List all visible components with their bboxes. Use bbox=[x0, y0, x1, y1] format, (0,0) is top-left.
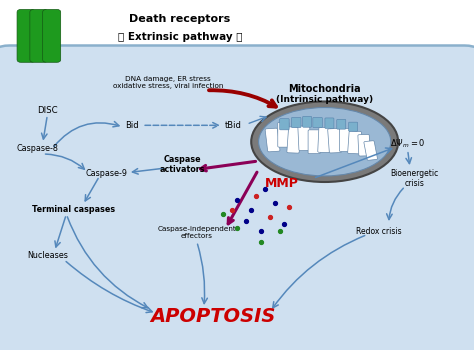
Ellipse shape bbox=[259, 107, 391, 176]
FancyBboxPatch shape bbox=[339, 128, 351, 152]
Text: Caspase-9: Caspase-9 bbox=[86, 169, 128, 178]
Text: DNA damage, ER stress
oxidative stress, viral infection: DNA damage, ER stress oxidative stress, … bbox=[113, 76, 223, 89]
Text: Caspase
activators: Caspase activators bbox=[160, 155, 205, 174]
Text: Caspase-independent
effectors: Caspase-independent effectors bbox=[157, 226, 236, 239]
FancyBboxPatch shape bbox=[292, 117, 301, 127]
Text: Nucleases: Nucleases bbox=[27, 251, 68, 260]
Text: (Intrinsic pathway): (Intrinsic pathway) bbox=[276, 95, 373, 104]
FancyBboxPatch shape bbox=[298, 126, 311, 150]
FancyBboxPatch shape bbox=[364, 141, 377, 160]
FancyBboxPatch shape bbox=[287, 127, 301, 153]
FancyBboxPatch shape bbox=[358, 134, 370, 156]
FancyBboxPatch shape bbox=[17, 9, 35, 62]
Text: DISC: DISC bbox=[37, 106, 58, 115]
Text: Death receptors: Death receptors bbox=[129, 14, 231, 24]
Text: Bid: Bid bbox=[126, 121, 139, 131]
FancyBboxPatch shape bbox=[313, 117, 322, 127]
FancyBboxPatch shape bbox=[308, 130, 320, 154]
FancyBboxPatch shape bbox=[43, 9, 61, 62]
Text: tBid: tBid bbox=[225, 121, 242, 131]
FancyBboxPatch shape bbox=[347, 131, 362, 154]
FancyBboxPatch shape bbox=[280, 119, 289, 130]
Text: $\Delta\Psi_m = 0$: $\Delta\Psi_m = 0$ bbox=[390, 137, 425, 150]
FancyBboxPatch shape bbox=[328, 128, 342, 153]
Text: Caspase-8: Caspase-8 bbox=[17, 144, 59, 153]
FancyBboxPatch shape bbox=[348, 122, 358, 131]
FancyBboxPatch shape bbox=[30, 9, 48, 62]
Text: Mitochondria: Mitochondria bbox=[288, 84, 361, 94]
FancyBboxPatch shape bbox=[303, 116, 312, 127]
FancyBboxPatch shape bbox=[265, 128, 280, 152]
Text: MMP: MMP bbox=[265, 177, 299, 190]
FancyBboxPatch shape bbox=[278, 122, 289, 147]
Text: Bioenergetic
crisis: Bioenergetic crisis bbox=[391, 169, 439, 188]
Text: （ Extrinsic pathway ）: （ Extrinsic pathway ） bbox=[118, 32, 242, 42]
Text: Terminal caspases: Terminal caspases bbox=[32, 205, 115, 215]
FancyBboxPatch shape bbox=[337, 119, 346, 129]
Text: APOPTOSIS: APOPTOSIS bbox=[151, 307, 276, 326]
FancyBboxPatch shape bbox=[325, 118, 334, 128]
Ellipse shape bbox=[251, 102, 398, 182]
Text: Redox crisis: Redox crisis bbox=[356, 226, 402, 236]
FancyBboxPatch shape bbox=[318, 127, 331, 153]
FancyBboxPatch shape bbox=[0, 46, 474, 350]
